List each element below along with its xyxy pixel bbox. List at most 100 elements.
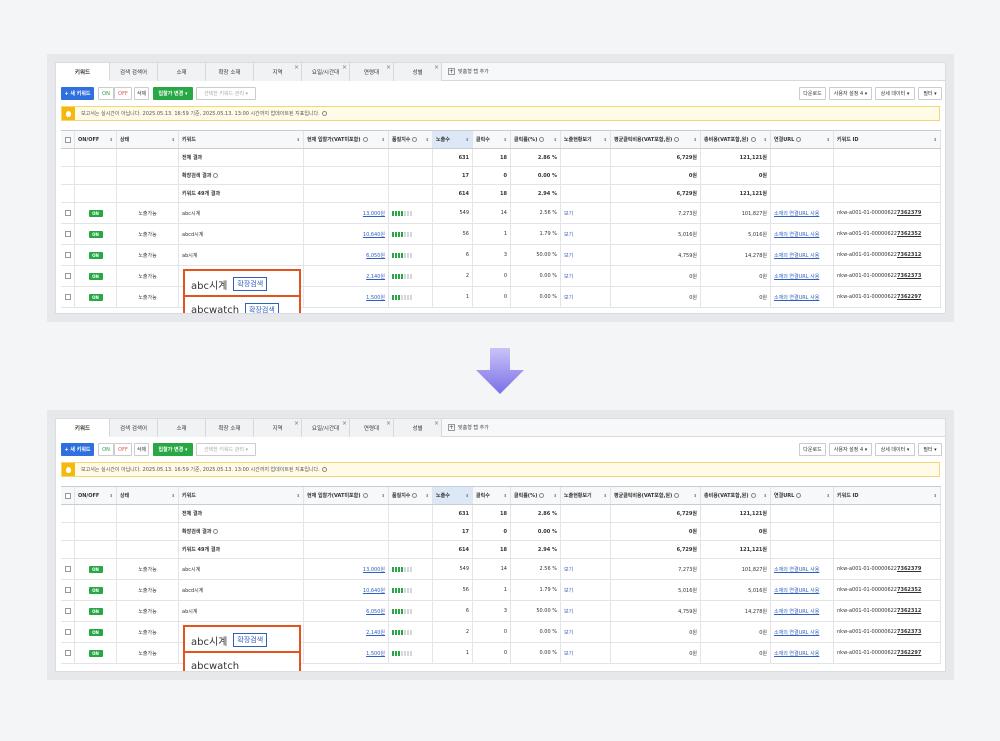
onoff-toggle[interactable]: ON <box>88 586 103 594</box>
status-header[interactable]: 상태 ⬍ <box>117 487 179 504</box>
close-icon[interactable]: × <box>341 64 347 71</box>
select-all-checkbox[interactable] <box>61 487 75 504</box>
view-link[interactable]: 보기 <box>564 210 574 217</box>
url-link[interactable]: 소재의 연결URL 사용 <box>774 294 820 301</box>
close-icon[interactable]: × <box>341 420 347 427</box>
url-link[interactable]: 소재의 연결URL 사용 <box>774 629 820 636</box>
sort-icon[interactable]: ⬍ <box>693 493 697 498</box>
bid-link[interactable]: 2,140원 <box>366 273 385 280</box>
keyword-text[interactable]: abcd시계 <box>182 231 204 238</box>
view-link[interactable]: 보기 <box>564 608 574 615</box>
on-button[interactable]: ON <box>98 443 114 456</box>
url-link[interactable]: 소재의 연결URL 사용 <box>774 587 820 594</box>
onoff-header[interactable]: ON/OFF ⬍ <box>75 487 117 504</box>
tab-7[interactable]: 성별 × <box>394 419 442 437</box>
bid-change-button[interactable]: 입찰가 변경 ▾ <box>153 87 193 100</box>
keyword-text[interactable]: ab시계 <box>182 252 198 259</box>
tab-5[interactable]: 요일/시간대 × <box>302 63 350 81</box>
tab-0[interactable]: 키워드 <box>56 419 110 437</box>
help-icon[interactable] <box>412 137 418 142</box>
sort-icon[interactable]: ⬍ <box>465 137 469 142</box>
keyword-header[interactable]: 키워드 ⬍ <box>179 487 304 504</box>
sort-icon[interactable]: ⬍ <box>553 137 557 142</box>
url-link[interactable]: 소재의 연결URL 사용 <box>774 608 820 615</box>
close-icon[interactable]: × <box>385 64 391 71</box>
selected-keyword-manage-button[interactable]: 선택한 키워드 관리 ▾ <box>196 87 256 100</box>
help-icon[interactable] <box>412 493 418 498</box>
row-checkbox[interactable] <box>64 252 71 258</box>
close-icon[interactable]: × <box>293 420 299 427</box>
keyword-id-header[interactable]: 키워드 ID ⬍ <box>834 487 941 504</box>
close-icon[interactable]: × <box>293 64 299 71</box>
sort-icon[interactable]: ⬍ <box>171 137 175 142</box>
sort-icon[interactable]: ⬍ <box>465 493 469 498</box>
view-link[interactable]: 보기 <box>564 273 574 280</box>
help-icon[interactable] <box>796 137 802 142</box>
sort-icon[interactable]: ⬍ <box>109 493 113 498</box>
onoff-toggle[interactable]: ON <box>88 565 103 573</box>
tab-2[interactable]: 소재 <box>158 63 206 81</box>
help-icon[interactable] <box>362 137 368 142</box>
total-cost-header[interactable]: 총비용(VAT포함,원) ⬍ <box>701 131 771 148</box>
tab-1[interactable]: 검색 검색어 <box>110 63 158 81</box>
url-link[interactable]: 소재의 연결URL 사용 <box>774 273 820 280</box>
row-checkbox[interactable] <box>64 629 71 635</box>
info-icon[interactable] <box>321 467 327 472</box>
view-link[interactable]: 보기 <box>564 252 574 259</box>
url-link[interactable]: 소재의 연결URL 사용 <box>774 210 820 217</box>
selected-keyword-manage-button[interactable]: 선택한 키워드 관리 ▾ <box>196 443 256 456</box>
ctr-header[interactable]: 클릭률(%) ⬍ <box>511 131 561 148</box>
tab-4[interactable]: 지역 × <box>254 63 302 81</box>
checkbox[interactable] <box>64 136 71 143</box>
bid-header[interactable]: 현재 입찰가(VAT미포함) ⬍ <box>304 487 389 504</box>
sort-icon[interactable]: ⬍ <box>693 137 697 142</box>
filter-button[interactable]: 필터 ▾ <box>918 87 942 100</box>
url-header[interactable]: 연결URL ⬍ <box>771 131 834 148</box>
user-setting-select[interactable]: 사용자 설정 4 ▾ <box>829 443 872 456</box>
sort-icon[interactable]: ⬍ <box>503 493 507 498</box>
help-icon[interactable] <box>539 493 545 498</box>
row-checkbox[interactable] <box>64 608 71 614</box>
sort-icon[interactable]: ⬍ <box>425 137 429 142</box>
sort-icon[interactable]: ⬍ <box>603 137 607 142</box>
help-icon[interactable] <box>674 137 680 142</box>
off-button[interactable]: OFF <box>114 443 132 456</box>
total-cost-header[interactable]: 총비용(VAT포함,원) ⬍ <box>701 487 771 504</box>
row-checkbox[interactable] <box>64 210 71 216</box>
view-link[interactable]: 보기 <box>564 294 574 301</box>
sort-icon[interactable]: ⬍ <box>933 493 937 498</box>
bid-link[interactable]: 2,140원 <box>366 629 385 636</box>
impression-view-header[interactable]: 노출현황보기 ⬍ <box>561 487 611 504</box>
help-icon[interactable] <box>362 493 368 498</box>
sort-icon[interactable]: ⬍ <box>826 137 830 142</box>
bid-link[interactable]: 10,640원 <box>362 231 385 238</box>
help-icon[interactable] <box>213 173 219 178</box>
tab-0[interactable]: 키워드 <box>56 63 110 81</box>
tab-1[interactable]: 검색 검색어 <box>110 419 158 437</box>
onoff-header[interactable]: ON/OFF ⬍ <box>75 131 117 148</box>
user-setting-select[interactable]: 사용자 설정 4 ▾ <box>829 87 872 100</box>
quality-header[interactable]: 품질지수 ⬍ <box>389 131 433 148</box>
onoff-toggle[interactable]: ON <box>88 209 103 217</box>
onoff-toggle[interactable]: ON <box>88 628 103 636</box>
onoff-toggle[interactable]: ON <box>88 230 103 238</box>
impressions-header[interactable]: 노출수 ⬍ <box>433 131 473 148</box>
sort-icon[interactable]: ⬍ <box>381 137 385 142</box>
ctr-header[interactable]: 클릭률(%) ⬍ <box>511 487 561 504</box>
impression-view-header[interactable]: 노출현황보기 ⬍ <box>561 131 611 148</box>
bid-link[interactable]: 6,050원 <box>366 608 385 615</box>
row-checkbox[interactable] <box>64 294 71 300</box>
sort-icon[interactable]: ⬍ <box>381 493 385 498</box>
onoff-toggle[interactable]: ON <box>88 649 103 657</box>
sort-icon[interactable]: ⬍ <box>763 493 767 498</box>
close-icon[interactable]: × <box>385 420 391 427</box>
sort-icon[interactable]: ⬍ <box>425 493 429 498</box>
delete-button[interactable]: 삭제 <box>134 443 149 456</box>
keyword-text[interactable]: abc시계 <box>182 210 201 217</box>
url-link[interactable]: 소재의 연결URL 사용 <box>774 231 820 238</box>
keyword-text[interactable]: ab시계 <box>182 608 198 615</box>
sort-icon[interactable]: ⬍ <box>296 493 300 498</box>
onoff-toggle[interactable]: ON <box>88 293 103 301</box>
close-icon[interactable]: × <box>433 64 439 71</box>
sort-icon[interactable]: ⬍ <box>503 137 507 142</box>
